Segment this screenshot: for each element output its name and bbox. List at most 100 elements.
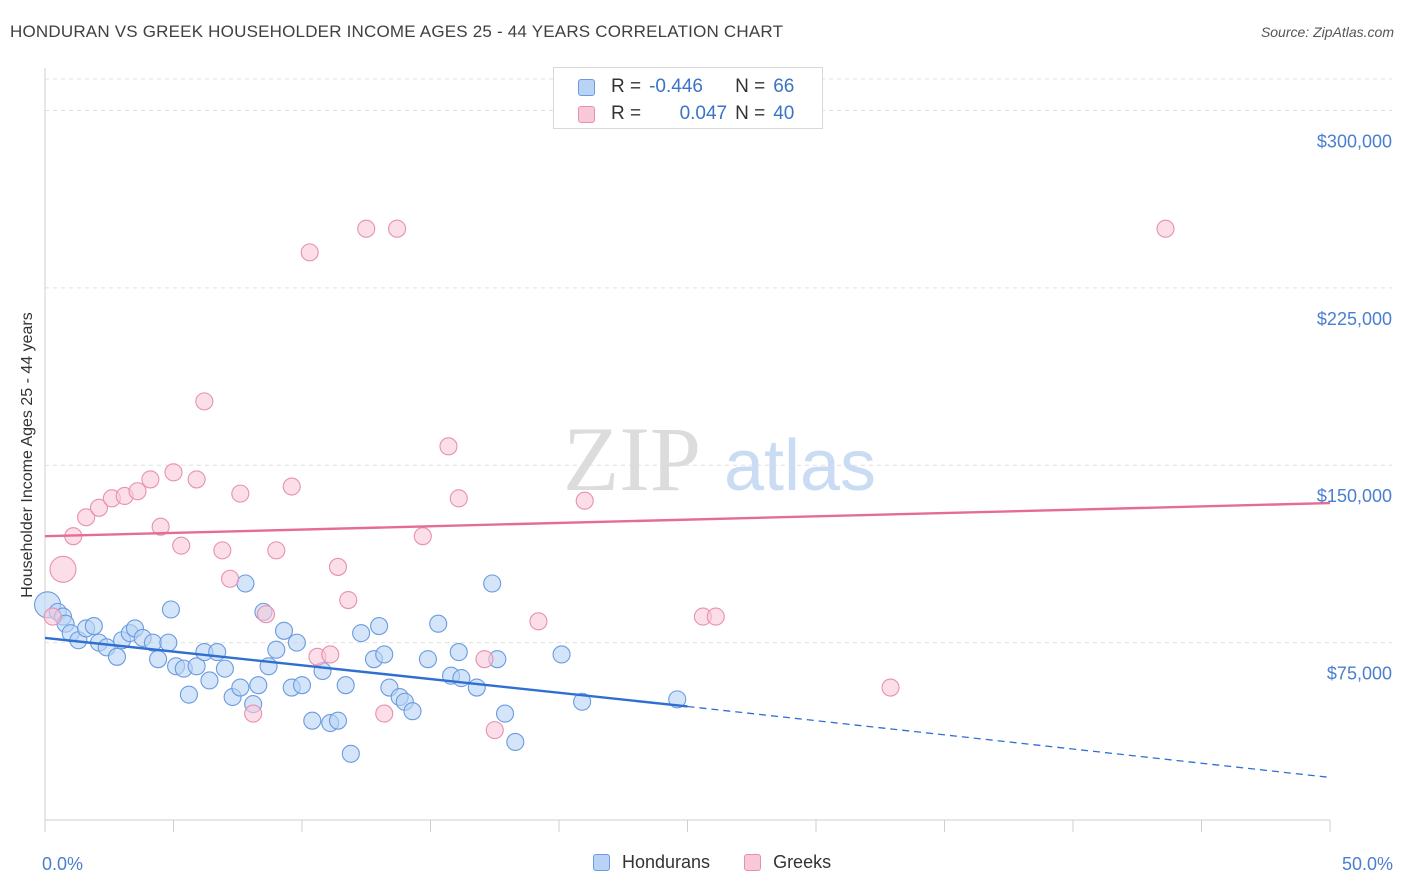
grid-lines xyxy=(45,78,1392,644)
y-tick-label: $300,000 xyxy=(1317,131,1392,151)
greek-point xyxy=(475,650,494,669)
x-tick-label-min: 0.0% xyxy=(42,854,83,874)
greek-point xyxy=(231,484,250,503)
greek-point xyxy=(244,704,263,723)
hondurans-r-value: -0.446 xyxy=(649,76,703,97)
greeks-legend-swatch xyxy=(744,854,762,871)
greek-point xyxy=(357,219,376,238)
hondurans-swatch xyxy=(578,78,595,96)
honduran-point xyxy=(449,643,468,662)
source-label: Source: ZipAtlas.com xyxy=(1260,24,1394,40)
n-label: N = xyxy=(735,76,766,97)
honduran-point xyxy=(187,657,206,676)
greek-point xyxy=(529,612,548,631)
greek-point xyxy=(282,477,301,496)
greeks-legend-label: Greeks xyxy=(773,852,832,872)
greek-point xyxy=(328,557,348,576)
greek-point xyxy=(881,678,900,697)
stats-legend: R = -0.446 N = 66 R = 0.047 N = 40 xyxy=(553,67,823,129)
honduran-point xyxy=(287,633,306,652)
greek-point xyxy=(187,470,206,489)
honduran-point xyxy=(292,676,312,695)
honduran-point xyxy=(573,692,592,711)
watermark-atlas: atlas xyxy=(724,426,876,506)
trend-lines xyxy=(44,501,1331,779)
y-tick-label: $75,000 xyxy=(1327,664,1392,684)
y-tick-label: $225,000 xyxy=(1317,309,1392,329)
greek-point xyxy=(575,491,594,510)
r-label: R = xyxy=(611,103,642,124)
watermark: ZIP atlas xyxy=(563,408,876,510)
honduran-point xyxy=(668,690,687,709)
legend-item-hondurans[interactable]: Hondurans xyxy=(593,852,710,873)
honduran-point xyxy=(552,645,571,664)
stats-row-hondurans: R = -0.446 N = 66 xyxy=(578,74,794,100)
greek-point xyxy=(300,243,319,262)
honduran-point xyxy=(107,647,127,666)
honduran-point xyxy=(341,744,360,763)
tick-labels: $75,000 $150,000 $225,000 $300,000 0.0% 50.0% xyxy=(42,131,1393,874)
greek-point xyxy=(43,607,62,626)
greeks-swatch xyxy=(578,105,595,123)
greeks-r-value: 0.047 xyxy=(679,103,728,124)
n-label: N = xyxy=(735,103,766,124)
honduran-point xyxy=(231,678,250,697)
greek-point xyxy=(256,605,276,624)
honduran-point xyxy=(267,640,286,659)
greek-point xyxy=(164,463,183,482)
greek-point xyxy=(413,527,432,546)
greek-point xyxy=(49,555,77,583)
greek-point xyxy=(321,645,340,664)
stats-row-greeks: R = 0.047 N = 40 xyxy=(578,101,794,127)
greek-point xyxy=(1156,219,1175,238)
honduran-point xyxy=(403,702,422,721)
hondurans-legend-swatch xyxy=(593,854,610,871)
honduran-point xyxy=(506,732,525,752)
greek-point xyxy=(77,508,96,527)
honduran-point xyxy=(215,659,234,678)
greek-trend-line xyxy=(44,501,1331,538)
honduran-point xyxy=(429,614,448,633)
honduran-point xyxy=(149,650,168,669)
greek-point xyxy=(128,482,147,501)
greek-point xyxy=(172,536,191,555)
honduran-point xyxy=(375,645,394,664)
honduran-point xyxy=(84,617,103,636)
honduran-point xyxy=(236,574,255,593)
honduran-point xyxy=(370,617,389,636)
greek-point xyxy=(388,219,407,238)
honduran-trend-extension xyxy=(687,705,1331,779)
greek-point xyxy=(220,569,240,588)
greek-point xyxy=(151,517,170,536)
honduran-point xyxy=(161,600,180,619)
honduran-point xyxy=(249,676,268,695)
honduran-point xyxy=(483,574,502,593)
greek-point xyxy=(439,437,458,456)
greeks-n-value: 40 xyxy=(773,103,795,124)
greek-point xyxy=(485,721,504,740)
greek-point xyxy=(267,541,286,560)
data-points xyxy=(34,219,1175,763)
series-legend: Hondurans Greeks xyxy=(593,852,865,873)
greek-point xyxy=(706,607,725,626)
honduran-point xyxy=(418,650,437,669)
greek-point xyxy=(449,489,468,508)
hondurans-n-value: 66 xyxy=(773,76,795,97)
honduran-point xyxy=(467,678,486,697)
honduran-trend-line xyxy=(44,636,688,708)
honduran-point xyxy=(336,676,355,695)
honduran-point xyxy=(274,621,294,640)
honduran-point xyxy=(200,671,219,690)
chart-title: HONDURAN VS GREEK HOUSEHOLDER INCOME AGE… xyxy=(10,22,784,41)
greek-point xyxy=(213,541,232,560)
greek-point xyxy=(375,704,394,723)
honduran-point xyxy=(303,711,322,730)
legend-item-greeks[interactable]: Greeks xyxy=(744,852,831,873)
axes xyxy=(44,68,1331,832)
honduran-point xyxy=(352,624,371,643)
x-tick-label-max: 50.0% xyxy=(1342,854,1393,874)
hondurans-legend-label: Hondurans xyxy=(622,852,711,872)
greek-point xyxy=(89,498,109,517)
greek-point xyxy=(195,392,214,411)
